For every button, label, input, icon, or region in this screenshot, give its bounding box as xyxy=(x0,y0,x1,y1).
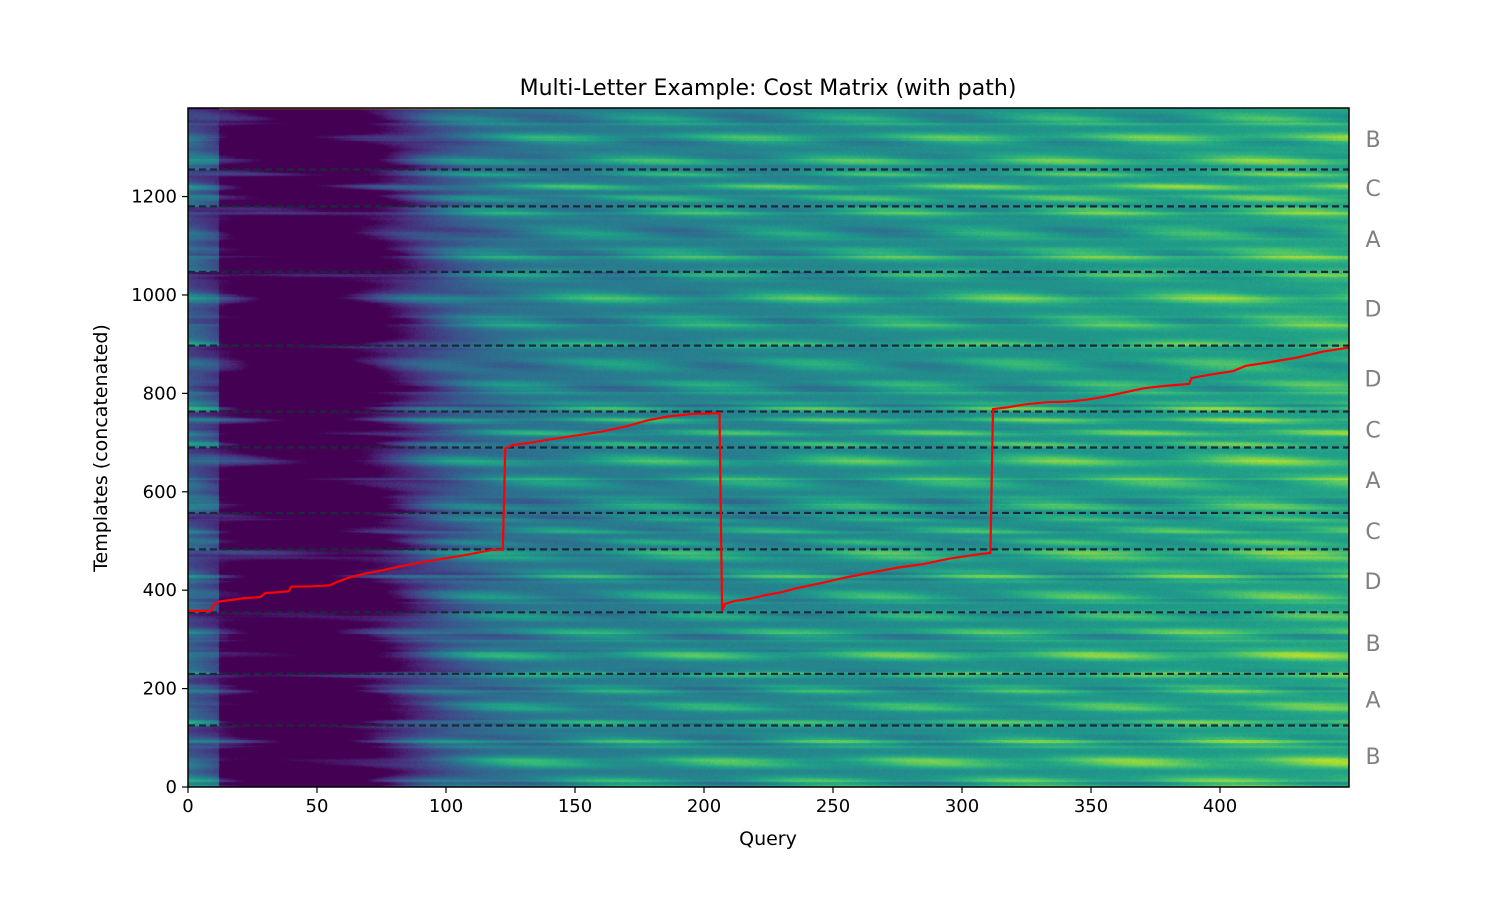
template-letter-label: C xyxy=(1365,419,1380,444)
template-letter-label: C xyxy=(1365,177,1380,202)
template-letter-label: B xyxy=(1365,745,1380,770)
x-tick-label: 50 xyxy=(306,796,329,817)
x-axis-label: Query xyxy=(739,828,797,850)
chart-title: Multi-Letter Example: Cost Matrix (with … xyxy=(520,76,1017,101)
template-letter-label: D xyxy=(1365,570,1382,595)
x-tick-label: 0 xyxy=(182,796,193,817)
y-axis-label: Templates (concatenated) xyxy=(90,324,112,573)
template-letter-label: A xyxy=(1365,469,1380,494)
x-axis: 0 50 100 150 200 250 300 350 400 xyxy=(182,787,1237,817)
template-letter-label: A xyxy=(1365,228,1380,253)
y-axis: 0 200 400 600 800 1000 1200 xyxy=(131,187,188,798)
x-tick-label: 400 xyxy=(1203,796,1237,817)
y-tick-label: 400 xyxy=(143,580,177,601)
heatmap-image xyxy=(188,108,1349,787)
y-tick-label: 200 xyxy=(143,679,177,700)
x-tick-label: 150 xyxy=(558,796,592,817)
y-tick-label: 0 xyxy=(166,777,177,798)
y-tick-label: 800 xyxy=(143,383,177,404)
x-tick-label: 250 xyxy=(816,796,850,817)
template-letter-label: D xyxy=(1365,368,1382,393)
x-tick-label: 300 xyxy=(945,796,979,817)
x-tick-label: 100 xyxy=(429,796,463,817)
y-tick-label: 1200 xyxy=(131,187,177,208)
template-letter-label: B xyxy=(1365,128,1380,153)
x-tick-label: 200 xyxy=(687,796,721,817)
template-letter-label: D xyxy=(1365,298,1382,323)
y-tick-label: 600 xyxy=(143,482,177,503)
template-letter-label: A xyxy=(1365,689,1380,714)
plot-area xyxy=(187,107,1350,788)
y-tick-label: 1000 xyxy=(131,285,177,306)
warping-path-line xyxy=(188,346,1350,612)
x-tick-label: 350 xyxy=(1074,796,1108,817)
plot-frame xyxy=(187,107,1350,788)
template-letter-label: C xyxy=(1365,520,1380,545)
template-letter-label: B xyxy=(1365,632,1380,657)
